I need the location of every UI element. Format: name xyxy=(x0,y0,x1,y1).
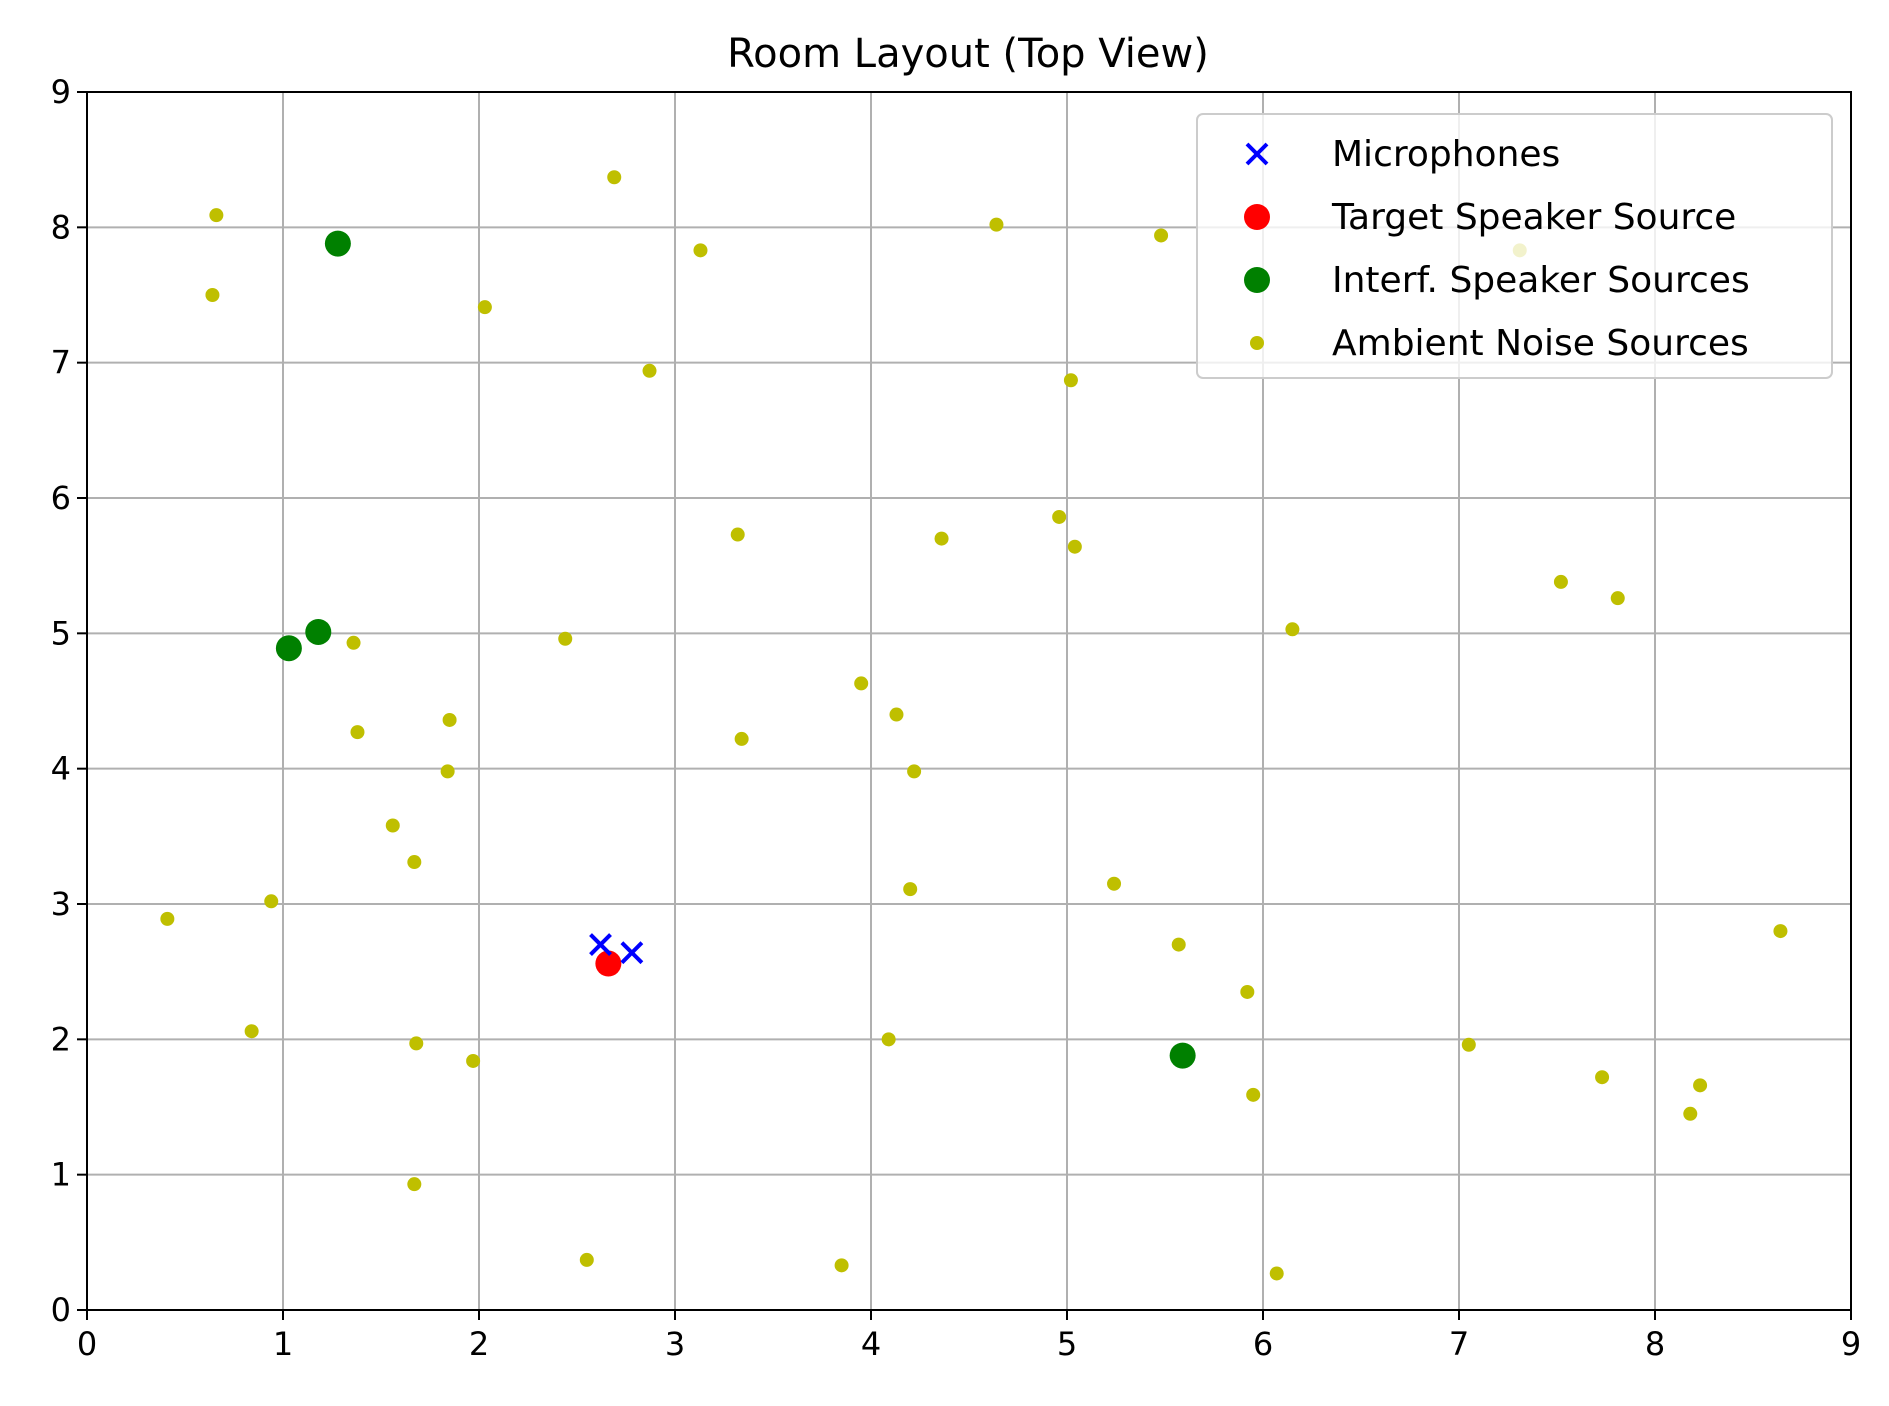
ambient-noise-sources-point xyxy=(1063,373,1078,388)
y-tick-label: 7 xyxy=(51,344,71,382)
x-tick-label: 2 xyxy=(469,1325,489,1363)
x-tick-label: 4 xyxy=(861,1325,881,1363)
chart-title: Room Layout (Top View) xyxy=(727,31,1209,77)
ambient-noise-sources-point xyxy=(934,531,949,546)
ambient-noise-sources-point xyxy=(1773,924,1788,939)
axis-ticks: 0 1 2 3 4 5 6 7 8 9 0 1 2 3 4 5 6 7 8 9 xyxy=(51,73,1862,1363)
ambient-noise-sources-point xyxy=(693,243,708,258)
y-tick-label: 1 xyxy=(51,1156,71,1194)
ambient-noise-sources-point xyxy=(440,764,455,779)
ambient-noise-sources-point xyxy=(907,764,922,779)
ambient-noise-sources-point xyxy=(989,217,1004,232)
legend-marker xyxy=(1244,267,1270,293)
ambient-noise-sources-point xyxy=(558,631,573,646)
ambient-noise-sources-point xyxy=(346,635,361,650)
ambient-noise-sources-point xyxy=(1171,937,1186,952)
ambient-noise-sources-point xyxy=(1052,509,1067,524)
ambient-noise-sources-point xyxy=(1240,984,1255,999)
ambient-noise-sources-point xyxy=(854,676,869,691)
ambient-noise-sources-point xyxy=(881,1032,896,1047)
legend-label: Target Speaker Source xyxy=(1331,197,1736,238)
ambient-noise-sources-point xyxy=(1693,1078,1708,1093)
x-tick-label: 5 xyxy=(1057,1325,1077,1363)
legend-label: Microphones xyxy=(1332,134,1560,175)
interf-speaker-sources-point xyxy=(275,635,302,662)
legend-marker xyxy=(1244,204,1270,230)
y-tick-label: 0 xyxy=(51,1291,71,1329)
ambient-noise-sources-point xyxy=(1246,1087,1261,1102)
x-tick-label: 7 xyxy=(1449,1325,1469,1363)
ambient-noise-sources-point xyxy=(1107,876,1122,891)
y-tick-label: 6 xyxy=(51,479,71,517)
ambient-noise-sources-point xyxy=(264,894,279,909)
ambient-noise-sources-point xyxy=(466,1053,481,1068)
x-tick-label: 6 xyxy=(1253,1325,1273,1363)
data-marks xyxy=(160,170,1788,1281)
interf-speaker-sources-point xyxy=(1169,1042,1196,1069)
microphones-point-stroke xyxy=(620,941,644,965)
ambient-noise-sources-point xyxy=(442,712,457,727)
ambient-noise-sources-point xyxy=(1067,539,1082,554)
legend-label: Interf. Speaker Sources xyxy=(1332,260,1750,301)
y-tick-label: 9 xyxy=(51,73,71,111)
x-tick-label: 0 xyxy=(77,1325,97,1363)
y-tick-label: 5 xyxy=(51,614,71,652)
ambient-noise-sources-point xyxy=(350,725,365,740)
legend: Microphones Target Speaker Source Interf. … xyxy=(1196,113,1833,379)
ambient-noise-sources-point xyxy=(477,300,492,315)
y-tick-label: 2 xyxy=(51,1020,71,1058)
ambient-noise-sources-point xyxy=(244,1024,259,1039)
ambient-noise-sources-point xyxy=(409,1036,424,1051)
y-tick-label: 3 xyxy=(51,885,71,923)
ambient-noise-sources-point xyxy=(834,1258,849,1273)
ambient-noise-sources-point xyxy=(903,882,918,897)
ambient-noise-sources-point xyxy=(730,527,745,542)
interf-speaker-sources-point xyxy=(324,230,351,257)
ambient-noise-sources-point xyxy=(160,911,175,926)
microphones-point-stroke xyxy=(589,933,612,957)
x-tick-label: 8 xyxy=(1645,1325,1665,1363)
ambient-noise-sources-point xyxy=(1553,574,1568,589)
grid xyxy=(86,91,1852,1311)
ambient-noise-sources-point xyxy=(734,731,749,746)
legend-label: Ambient Noise Sources xyxy=(1332,323,1749,364)
ambient-noise-sources-point xyxy=(579,1252,594,1267)
ambient-noise-sources-point xyxy=(209,208,224,223)
ambient-noise-sources-point xyxy=(889,707,904,722)
plot-frame xyxy=(86,91,1852,1311)
ambient-noise-sources-point xyxy=(1595,1070,1610,1085)
ambient-noise-sources-point xyxy=(607,170,622,185)
y-tick-label: 4 xyxy=(51,750,71,788)
y-tick-label: 8 xyxy=(51,208,71,246)
ambient-noise-sources-point xyxy=(1610,591,1625,606)
target-speaker-source-point xyxy=(595,950,622,977)
microphones-point xyxy=(620,941,644,965)
ambient-noise-sources-point xyxy=(407,1177,422,1192)
ambient-noise-sources-point xyxy=(1285,622,1300,637)
ambient-noise-sources-point xyxy=(385,818,400,833)
legend-marker xyxy=(1245,142,1269,166)
ambient-noise-sources-point xyxy=(407,855,422,870)
x-tick-label: 3 xyxy=(665,1325,685,1363)
ambient-noise-sources-point xyxy=(1154,228,1169,243)
x-tick-label: 9 xyxy=(1841,1325,1861,1363)
ambient-noise-sources-point xyxy=(1461,1037,1476,1052)
x-tick-label: 1 xyxy=(273,1325,293,1363)
legend-box xyxy=(1196,113,1833,379)
microphones-point xyxy=(589,933,612,957)
legend-marker-stroke xyxy=(1245,142,1269,166)
interf-speaker-sources-point xyxy=(305,618,332,645)
ambient-noise-sources-point xyxy=(642,363,657,378)
ambient-noise-sources-point xyxy=(205,288,220,302)
ambient-noise-sources-point xyxy=(1269,1266,1284,1281)
legend-marker xyxy=(1250,336,1264,350)
ambient-noise-sources-point xyxy=(1683,1106,1698,1121)
